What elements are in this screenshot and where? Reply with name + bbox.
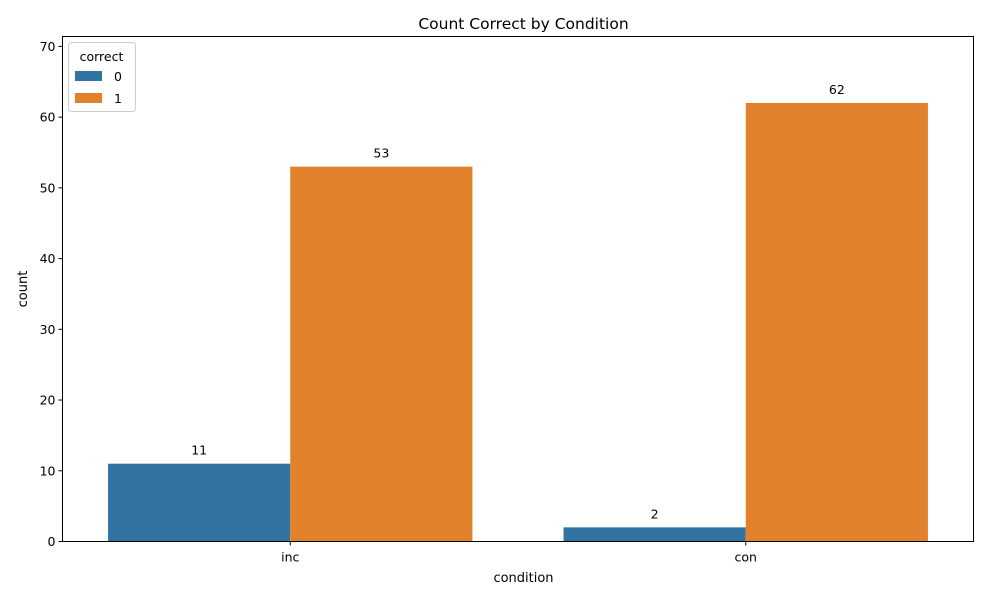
y-tick-label-50: 50 (40, 180, 56, 195)
y-tick-label-40: 40 (40, 251, 56, 266)
legend-title: correct (80, 49, 124, 64)
data-label-con-correct-1: 62 (829, 82, 845, 97)
x-tick-label-inc: inc (281, 550, 299, 565)
y-axis-label: count (16, 271, 31, 308)
x-tick-label-con: con (735, 550, 757, 565)
legend-swatch-0 (75, 71, 102, 81)
data-label-inc-correct-0: 11 (191, 443, 207, 458)
bar-inc-correct-0 (108, 463, 291, 542)
y-tick-label-0: 0 (48, 534, 56, 549)
y-tick-label-60: 60 (40, 110, 56, 125)
x-axis-label: condition (493, 571, 553, 586)
y-axis: 0 10 20 30 40 50 60 70 (40, 39, 63, 549)
x-axis: inc con (281, 541, 757, 565)
chart-title: Count Correct by Condition (418, 15, 628, 33)
y-tick-label-70: 70 (40, 39, 56, 54)
legend-label-0: 0 (114, 69, 122, 84)
bars-group (108, 102, 928, 542)
y-tick-label-20: 20 (40, 393, 56, 408)
bar-con-correct-1 (745, 102, 928, 542)
bar-con-correct-0 (563, 527, 746, 542)
plot-frame (62, 36, 974, 542)
data-labels-group: 11 53 2 62 (191, 82, 845, 521)
bar-inc-correct-1 (290, 166, 473, 542)
y-tick-label-10: 10 (40, 463, 56, 478)
y-tick-label-30: 30 (40, 322, 56, 337)
data-label-inc-correct-1: 53 (373, 146, 389, 161)
legend-label-1: 1 (114, 91, 122, 106)
data-label-con-correct-0: 2 (651, 506, 659, 521)
legend: correct 0 1 (68, 42, 136, 112)
legend-swatch-1 (75, 93, 102, 103)
